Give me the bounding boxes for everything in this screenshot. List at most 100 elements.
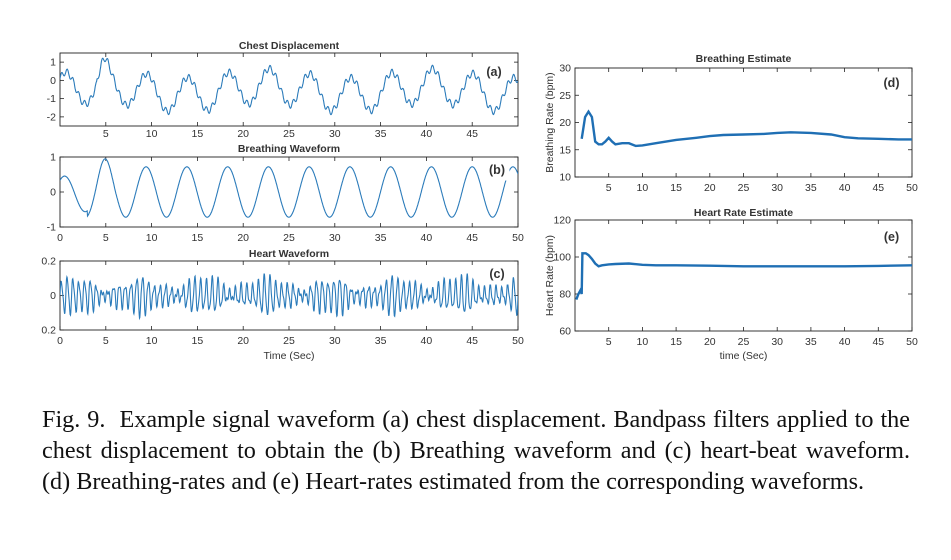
x-tick-label-a: 40 (421, 128, 433, 140)
x-tick-label-d: 45 (872, 182, 884, 194)
x-tick-label-c: 25 (283, 335, 295, 347)
y-tick-label-e: 80 (559, 289, 571, 301)
chart-title-c: Heart Waveform (249, 248, 329, 260)
series-line-c (60, 273, 518, 321)
axes-box-d (574, 67, 913, 178)
caption-text: Example signal waveform (a) chest displa… (42, 406, 910, 495)
series-line-b (60, 158, 518, 218)
panel-label-b: (b) (489, 163, 505, 177)
x-tick-label-c: 20 (237, 335, 249, 347)
x-tick-label-a: 20 (237, 128, 249, 140)
panel-label-e: (e) (884, 230, 899, 244)
panel-label-bg-b (484, 158, 510, 181)
x-tick-label-b: 35 (375, 232, 387, 244)
x-tick-label-e: 45 (872, 336, 884, 348)
y-tick-label-e: 120 (553, 215, 571, 227)
panel-label-c: (c) (489, 267, 504, 281)
axes-box-a (59, 52, 519, 127)
x-tick-label-d: 20 (704, 182, 716, 194)
x-tick-label-c: 10 (146, 335, 158, 347)
x-tick-label-d: 35 (805, 182, 817, 194)
x-tick-label-c: 15 (192, 335, 204, 347)
x-tick-label-b: 15 (192, 232, 204, 244)
x-tick-label-b: 0 (57, 232, 63, 244)
x-tick-label-c: 50 (512, 335, 524, 347)
x-tick-label-e: 5 (606, 336, 612, 348)
x-tick-label-d: 25 (738, 182, 750, 194)
panel-label-bg-e (877, 225, 906, 249)
x-tick-label-b: 50 (512, 232, 524, 244)
x-tick-label-d: 50 (906, 182, 918, 194)
y-tick-label-b: 1 (50, 152, 56, 164)
axes-box-e (574, 219, 913, 332)
y-tick-label-a: 0 (50, 75, 56, 87)
y-tick-label-c: 0.2 (41, 325, 56, 337)
x-tick-label-a: 10 (146, 128, 158, 140)
caption-label: Fig. 9. (42, 406, 106, 433)
x-tick-label-d: 15 (670, 182, 682, 194)
y-tick-label-e: 60 (559, 326, 571, 338)
x-tick-label-b: 45 (466, 232, 478, 244)
x-tick-label-d: 30 (771, 182, 783, 194)
y-tick-label-c: 0.2 (41, 256, 56, 268)
x-tick-label-e: 50 (906, 336, 918, 348)
x-tick-label-e: 40 (839, 336, 851, 348)
x-tick-label-a: 5 (103, 128, 109, 140)
x-tick-label-c: 0 (57, 335, 63, 347)
x-tick-label-b: 5 (103, 232, 109, 244)
panel-label-a: (a) (486, 65, 501, 79)
x-tick-label-e: 10 (637, 336, 649, 348)
y-axis-label-d: Breathing Rate (bpm) (544, 72, 556, 172)
chart-title-a: Chest Displacement (239, 40, 340, 52)
figure-caption: Fig. 9. Example signal waveform (a) chest… (42, 404, 910, 497)
y-tick-label-a: 1 (50, 57, 56, 69)
x-tick-label-b: 40 (421, 232, 433, 244)
y-tick-label-b: 0 (50, 187, 56, 199)
x-tick-label-c: 5 (103, 335, 109, 347)
y-axis-label-e: Heart Rate (bpm) (544, 235, 556, 316)
x-tick-label-d: 10 (637, 182, 649, 194)
y-tick-label-d: 15 (559, 144, 571, 156)
x-tick-label-b: 10 (146, 232, 158, 244)
y-tick-label-c: 0 (50, 290, 56, 302)
panel-label-bg-d (877, 71, 906, 95)
x-axis-label-c: Time (Sec) (264, 350, 315, 362)
y-tick-label-d: 10 (559, 172, 571, 184)
x-tick-label-a: 35 (375, 128, 387, 140)
y-tick-label-a: -2 (47, 111, 56, 123)
panel-label-bg-c (484, 262, 510, 285)
y-tick-label-e: 100 (553, 252, 571, 264)
axes-box-b (59, 156, 519, 228)
x-tick-label-d: 40 (839, 182, 851, 194)
chart-title-e: Heart Rate Estimate (694, 207, 793, 219)
x-tick-label-a: 45 (466, 128, 478, 140)
x-tick-label-c: 45 (466, 335, 478, 347)
panel-d-breathing-estimate: 5 10 15 20 25 30 35 40 45 50 30 25 20 15 10 Breathing E… (544, 53, 918, 194)
chart-title-d: Breathing Estimate (696, 53, 792, 65)
x-tick-label-b: 30 (329, 232, 341, 244)
x-tick-label-a: 15 (192, 128, 204, 140)
x-tick-label-d: 5 (606, 182, 612, 194)
y-tick-label-d: 25 (559, 90, 571, 102)
panel-label-bg-a (481, 60, 507, 83)
series-line-e (575, 252, 912, 301)
y-tick-label-d: 30 (559, 63, 571, 75)
series-line-a (60, 57, 518, 116)
x-tick-label-e: 35 (805, 336, 817, 348)
x-tick-label-b: 25 (283, 232, 295, 244)
x-tick-label-e: 20 (704, 336, 716, 348)
x-tick-label-e: 30 (771, 336, 783, 348)
x-tick-label-c: 35 (375, 335, 387, 347)
x-tick-label-b: 20 (237, 232, 249, 244)
y-tick-label-a: -1 (47, 93, 56, 105)
series-line-d (580, 109, 912, 148)
x-tick-label-c: 40 (421, 335, 433, 347)
y-tick-label-b: -1 (47, 222, 56, 234)
x-tick-label-c: 30 (329, 335, 341, 347)
y-tick-label-d: 20 (559, 117, 571, 129)
